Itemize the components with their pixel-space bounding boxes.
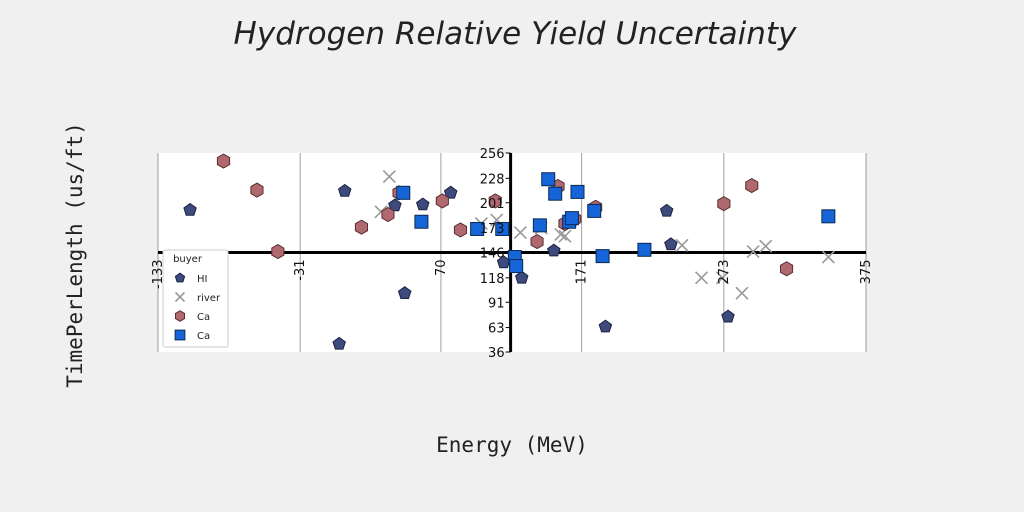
x-tick-label: 273 (717, 260, 732, 285)
legend-title: buyer (173, 254, 203, 265)
data-point (251, 183, 263, 197)
data-point (588, 204, 601, 217)
y-tick-label: 228 (480, 172, 505, 187)
data-point (822, 210, 835, 223)
data-point (217, 154, 229, 168)
y-tick-label: 173 (480, 222, 505, 237)
data-point (415, 215, 428, 228)
x-tick-label: -31 (293, 260, 308, 281)
y-tick-label: 146 (480, 247, 505, 262)
data-point (531, 235, 543, 249)
legend-label: HI (197, 274, 207, 285)
y-tick-label: 118 (480, 272, 505, 287)
legend-label: Ca (197, 331, 210, 342)
x-tick-label: 70 (434, 260, 449, 277)
data-point (272, 245, 284, 259)
legend-label: Ca (197, 312, 210, 323)
data-point (596, 250, 609, 263)
data-point (382, 208, 394, 222)
data-point (397, 186, 410, 199)
y-tick-label: 63 (488, 322, 505, 337)
legend-label: river (197, 293, 221, 304)
data-point (533, 219, 546, 232)
data-point (746, 179, 758, 193)
data-point (638, 243, 651, 256)
y-tick-label: 36 (488, 346, 505, 361)
data-point (542, 173, 555, 186)
data-point (565, 212, 578, 225)
x-axis-title: Energy (MeV) (436, 433, 588, 457)
y-tick-label: 256 (480, 147, 505, 162)
legend-marker-hexagon (176, 311, 185, 322)
data-point (355, 220, 367, 234)
legend: buyer HI river Ca Ca (163, 250, 228, 347)
data-point (510, 260, 523, 273)
y-tick-label: 91 (488, 296, 505, 311)
y-axis-title: TimePerLength (us/ft) (63, 122, 87, 388)
data-point (781, 262, 793, 276)
data-point (718, 197, 730, 211)
y-tick-label: 201 (480, 197, 505, 212)
data-point (549, 187, 562, 200)
x-tick-label: 375 (859, 260, 874, 285)
chart-title: Hydrogen Relative Yield Uncertainty (234, 16, 798, 52)
legend-marker-square (175, 330, 185, 340)
data-point (454, 223, 466, 237)
data-point (571, 185, 584, 198)
x-tick-label: 171 (575, 260, 590, 285)
data-point (436, 194, 448, 208)
